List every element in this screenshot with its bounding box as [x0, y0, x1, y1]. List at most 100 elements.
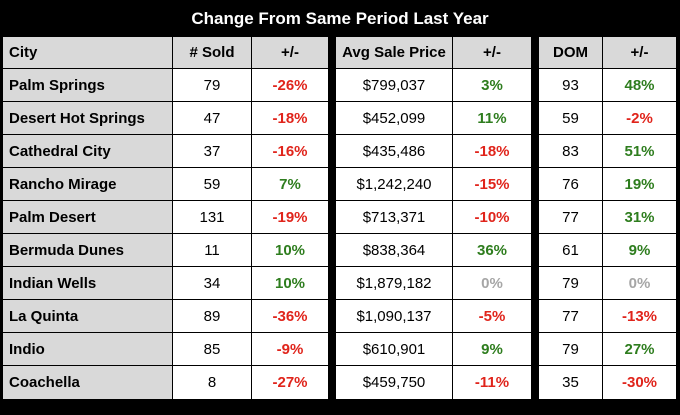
cell-dom-change: 48% [603, 69, 677, 102]
cell-sold-change: -26% [252, 69, 329, 102]
cell-sold: 47 [173, 102, 252, 135]
cell-sold: 79 [173, 69, 252, 102]
cell-price-change: 3% [453, 69, 532, 102]
cell-dom: 61 [539, 234, 603, 267]
cell-dom-change: 27% [603, 333, 677, 366]
cell-sold-change: -36% [252, 300, 329, 333]
cell-city: Indian Wells [3, 267, 173, 300]
table-row: Indian Wells 34 10% $1,879,182 0% 79 0% [3, 267, 677, 300]
column-gap [532, 102, 539, 135]
cell-price: $610,901 [336, 333, 453, 366]
cell-dom-change: 31% [603, 201, 677, 234]
cell-price: $713,371 [336, 201, 453, 234]
header-dom: DOM [539, 37, 603, 69]
cell-city: Coachella [3, 366, 173, 399]
cell-price: $1,879,182 [336, 267, 453, 300]
cell-dom: 76 [539, 168, 603, 201]
column-gap [329, 69, 336, 102]
cell-dom: 93 [539, 69, 603, 102]
cell-dom: 77 [539, 300, 603, 333]
cell-sold-change: -27% [252, 366, 329, 399]
cell-city: Rancho Mirage [3, 168, 173, 201]
cell-dom: 35 [539, 366, 603, 399]
cell-sold: 37 [173, 135, 252, 168]
cell-dom-change: -30% [603, 366, 677, 399]
column-gap [329, 201, 336, 234]
column-gap [329, 267, 336, 300]
column-gap [532, 300, 539, 333]
cell-city: Palm Desert [3, 201, 173, 234]
column-gap [329, 135, 336, 168]
cell-city: Palm Springs [3, 69, 173, 102]
cell-dom-change: -2% [603, 102, 677, 135]
cell-sold: 89 [173, 300, 252, 333]
column-gap [532, 135, 539, 168]
cell-price-change: 11% [453, 102, 532, 135]
cell-dom-change: 19% [603, 168, 677, 201]
table-row: Palm Desert 131 -19% $713,371 -10% 77 31% [3, 201, 677, 234]
header-row: City # Sold +/- Avg Sale Price +/- DOM +… [3, 37, 677, 69]
header-dom-change: +/- [603, 37, 677, 69]
header-sold: # Sold [173, 37, 252, 69]
cell-dom: 59 [539, 102, 603, 135]
cell-price: $838,364 [336, 234, 453, 267]
table-row: Rancho Mirage 59 7% $1,242,240 -15% 76 19% [3, 168, 677, 201]
chart-title: Change From Same Period Last Year [191, 9, 489, 28]
cell-sold: 34 [173, 267, 252, 300]
column-gap [329, 37, 336, 69]
cell-price: $459,750 [336, 366, 453, 399]
table-row: Indio 85 -9% $610,901 9% 79 27% [3, 333, 677, 366]
column-gap [532, 201, 539, 234]
cell-price-change: 36% [453, 234, 532, 267]
cell-dom-change: 9% [603, 234, 677, 267]
cell-dom: 77 [539, 201, 603, 234]
cell-sold: 131 [173, 201, 252, 234]
header-sold-change: +/- [252, 37, 329, 69]
cell-sold: 11 [173, 234, 252, 267]
header-price: Avg Sale Price [336, 37, 453, 69]
cell-price-change: -5% [453, 300, 532, 333]
cell-dom: 83 [539, 135, 603, 168]
table-body: Palm Springs 79 -26% $799,037 3% 93 48% Desert … [3, 69, 677, 399]
column-gap [532, 37, 539, 69]
cell-city: Desert Hot Springs [3, 102, 173, 135]
cell-sold: 85 [173, 333, 252, 366]
cell-sold-change: -19% [252, 201, 329, 234]
cell-sold-change: -16% [252, 135, 329, 168]
cell-price-change: -15% [453, 168, 532, 201]
cell-city: Indio [3, 333, 173, 366]
table-row: Palm Springs 79 -26% $799,037 3% 93 48% [3, 69, 677, 102]
column-gap [532, 234, 539, 267]
column-gap [329, 366, 336, 399]
column-gap [532, 168, 539, 201]
header-city: City [3, 37, 173, 69]
cell-city: La Quinta [3, 300, 173, 333]
column-gap [532, 333, 539, 366]
column-gap [329, 168, 336, 201]
cell-price-change: 0% [453, 267, 532, 300]
cell-city: Bermuda Dunes [3, 234, 173, 267]
column-gap [329, 333, 336, 366]
header-price-change: +/- [453, 37, 532, 69]
cell-sold-change: 7% [252, 168, 329, 201]
table-row: Cathedral City 37 -16% $435,486 -18% 83 51% [3, 135, 677, 168]
cell-price: $1,090,137 [336, 300, 453, 333]
cell-price: $452,099 [336, 102, 453, 135]
cell-price: $1,242,240 [336, 168, 453, 201]
table-row: Bermuda Dunes 11 10% $838,364 36% 61 9% [3, 234, 677, 267]
column-gap [532, 267, 539, 300]
cell-sold-change: 10% [252, 234, 329, 267]
cell-price-change: 9% [453, 333, 532, 366]
cell-dom: 79 [539, 267, 603, 300]
table-row: Coachella 8 -27% $459,750 -11% 35 -30% [3, 366, 677, 399]
table-row: Desert Hot Springs 47 -18% $452,099 11% 59 -2% [3, 102, 677, 135]
cell-sold: 8 [173, 366, 252, 399]
cell-dom: 79 [539, 333, 603, 366]
column-gap [329, 234, 336, 267]
cell-price: $435,486 [336, 135, 453, 168]
cell-sold-change: -18% [252, 102, 329, 135]
cell-sold-change: 10% [252, 267, 329, 300]
cell-dom-change: 0% [603, 267, 677, 300]
cell-price-change: -11% [453, 366, 532, 399]
